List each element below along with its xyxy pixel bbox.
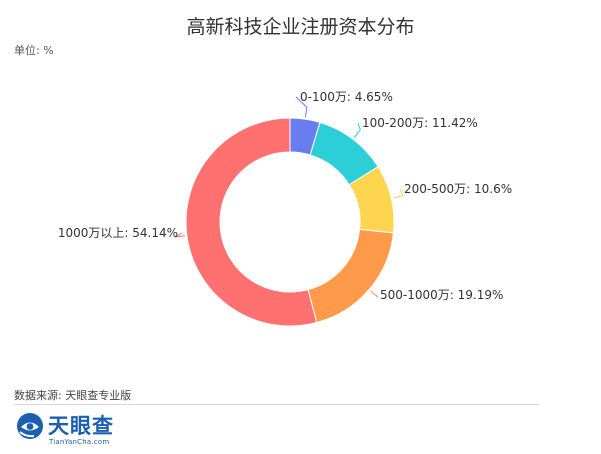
label-leader-line	[353, 122, 361, 138]
slice-label: 0-100万: 4.65%	[300, 90, 393, 104]
unit-label: 单位: %	[14, 44, 54, 57]
donut-slice	[307, 228, 394, 324]
slice-label: 200-500万: 10.6%	[404, 182, 512, 196]
tianyancha-logo: 天眼查 TianYanCha.com	[16, 410, 126, 448]
slice-label: 1000万以上: 54.14%	[58, 226, 178, 240]
donut-slice	[185, 117, 318, 327]
logo-name: 天眼查	[48, 414, 114, 438]
slice-label: 100-200万: 11.42%	[362, 116, 478, 130]
slice-label: 500-1000万: 19.19%	[380, 288, 503, 302]
label-leader-line	[174, 232, 185, 238]
eye-logo-icon	[17, 413, 43, 439]
footer-divider	[14, 404, 539, 405]
logo-subtitle: TianYanCha.com	[49, 438, 110, 446]
data-source: 数据来源: 天眼查专业版	[14, 389, 132, 402]
chart-title: 高新科技企业注册资本分布	[186, 16, 415, 38]
label-leader-line	[370, 290, 379, 298]
label-leader-line	[393, 188, 404, 199]
label-leader-line	[295, 96, 308, 118]
